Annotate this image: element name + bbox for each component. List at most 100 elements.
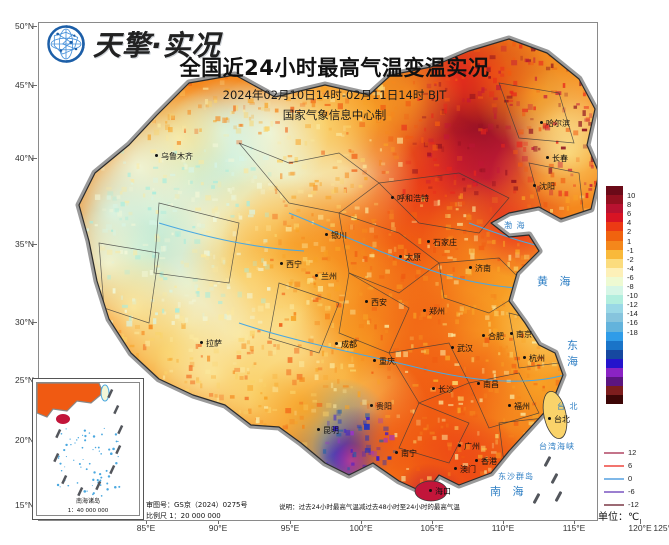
temperature-heatmap <box>39 23 597 520</box>
lat-tick <box>32 158 37 159</box>
colorbar-cell <box>606 395 623 405</box>
colorbar-cell: 1 <box>606 237 631 250</box>
city-label: 南昌 <box>477 380 499 389</box>
colorbar-tick-label: -6 <box>627 272 634 282</box>
colorbar-tick-label: -4 <box>627 263 634 273</box>
contour-legend-value: 0 <box>628 474 633 483</box>
colorbar-cell: -18 <box>606 328 638 341</box>
contour-legend-value: -12 <box>628 500 639 509</box>
lat-tick <box>32 322 37 323</box>
colorbar-cell <box>606 340 623 350</box>
lon-tick <box>640 519 641 524</box>
lon-tick <box>218 519 219 524</box>
city-label: 昆明 <box>317 426 339 435</box>
sea-label: 东 海 <box>567 339 582 368</box>
contour-legend-row: 0 <box>604 472 639 485</box>
contour-line-swatch <box>604 451 624 454</box>
city-label: 西宁 <box>280 260 302 269</box>
contour-legend-row: -6 <box>604 485 639 498</box>
colorbar-cell: 10 <box>606 191 635 205</box>
city-label: 成都 <box>335 340 357 349</box>
city-label: 太原 <box>399 253 421 262</box>
inset-scale: 1：40 000 000 <box>67 508 109 514</box>
city-label: 海口 <box>429 487 451 496</box>
contour-legend-row: 6 <box>604 459 639 472</box>
city-label: 香港 <box>475 457 497 466</box>
city-label: 银川 <box>325 231 347 240</box>
city-label: 乌鲁木齐 <box>155 152 193 161</box>
city-label: 沈阳 <box>533 182 555 191</box>
china-heatmap-svg <box>75 35 597 502</box>
contour-line-swatch <box>604 464 624 467</box>
city-label: 台北 <box>548 415 570 424</box>
country-outline <box>78 38 597 494</box>
colorbar-cell: -16 <box>606 318 638 332</box>
colorbar-cell: -12 <box>606 300 638 314</box>
colorbar-tick-label: 6 <box>627 209 632 219</box>
city-label: 郑州 <box>423 307 445 316</box>
colorbar-tick-label: 1 <box>627 236 632 246</box>
lon-tick-label: 100°E <box>349 523 373 533</box>
colorbar-cell <box>606 358 623 368</box>
city-label: 南宁 <box>395 449 417 458</box>
city-label: 拉萨 <box>200 339 222 348</box>
taiwan-island <box>542 391 568 439</box>
colorbar-cell: -2 <box>606 255 634 268</box>
map-plot-area[interactable]: 乌鲁木齐 呼和浩特 银川 西宁 兰州 太原 石家庄 济南 西安 郑州 合肥 南京 杭州 武汉 南昌 长沙 福州台… <box>38 22 598 521</box>
lat-tick-label: 45°N <box>15 80 34 90</box>
colorbar-tick-label: 10 <box>627 191 636 201</box>
lat-tick-label: 40°N <box>15 153 34 163</box>
approval-number: 审图号：GS京（2024）0275号 <box>146 501 248 509</box>
lon-tick-label: 85°E <box>136 523 156 533</box>
colorbar-tick-label: 8 <box>627 200 632 210</box>
lon-tick <box>361 519 362 524</box>
lon-tick <box>574 519 575 524</box>
south-china-sea-inset[interactable]: 南海诸岛 1：40 000 000 <box>32 378 144 520</box>
colorbar-cell: -1 <box>606 246 634 259</box>
colorbar-cell <box>606 349 623 359</box>
lat-tick-label: 20°N <box>15 435 34 445</box>
lon-tick-label: 95°E <box>280 523 300 533</box>
lat-tick-label: 35°N <box>15 239 34 249</box>
lat-tick-label: 25°N <box>15 375 34 385</box>
inset-title: 南海诸岛 <box>75 498 100 505</box>
colorbar-tick-label: -12 <box>627 300 638 310</box>
colorbar-tick-label: -1 <box>627 245 634 255</box>
brand-logo-block: 天擎·实况 <box>46 24 221 64</box>
colorbar[interactable]: 10 8 6 4 2 1 -1 -2 -4 -6 -8 -10 -12 -14 -16 -18 <box>606 186 638 405</box>
lon-tick-label: 120°E <box>628 523 652 533</box>
sea-label: 黄 海 <box>537 275 575 288</box>
contour-legend: 12 6 0 -6 -12 <box>604 446 639 511</box>
colorbar-cell: -14 <box>606 309 638 323</box>
globe-network-icon <box>47 25 85 63</box>
sea-label: 东沙群岛 <box>498 472 534 481</box>
colorbar-cell: 6 <box>606 209 631 223</box>
colorbar-cell: -4 <box>606 264 634 277</box>
colorbar-tick-label: -18 <box>627 327 638 337</box>
lon-tick <box>290 519 291 524</box>
contour-legend-row: -12 <box>604 498 639 511</box>
contour-legend-value: 12 <box>628 448 637 457</box>
colorbar-cell: -6 <box>606 273 634 287</box>
colorbar-cell: 4 <box>606 218 631 232</box>
colorbar-cell <box>606 386 623 396</box>
city-label: 武汉 <box>451 344 473 353</box>
city-label: 济南 <box>469 264 491 273</box>
lon-tick-label: 90°E <box>208 523 228 533</box>
lat-tick <box>32 26 37 27</box>
city-label: 长春 <box>546 154 568 163</box>
colorbar-cell: -8 <box>606 282 634 296</box>
city-label: 石家庄 <box>427 238 457 247</box>
colorbar-cell: 8 <box>606 200 631 214</box>
brand-name: 天擎·实况 <box>93 24 221 64</box>
lat-tick-label: 15°N <box>15 500 34 510</box>
city-label: 长沙 <box>432 385 454 394</box>
city-label: 贵阳 <box>370 402 392 411</box>
colorbar-cell: -10 <box>606 291 638 305</box>
colorbar-tick-label: -8 <box>627 282 634 292</box>
city-label: 兰州 <box>315 272 337 281</box>
contour-legend-value: -6 <box>628 487 635 496</box>
sea-label: 渤 海 <box>504 221 526 230</box>
contour-line-swatch <box>604 503 624 506</box>
lat-tick <box>32 244 37 245</box>
